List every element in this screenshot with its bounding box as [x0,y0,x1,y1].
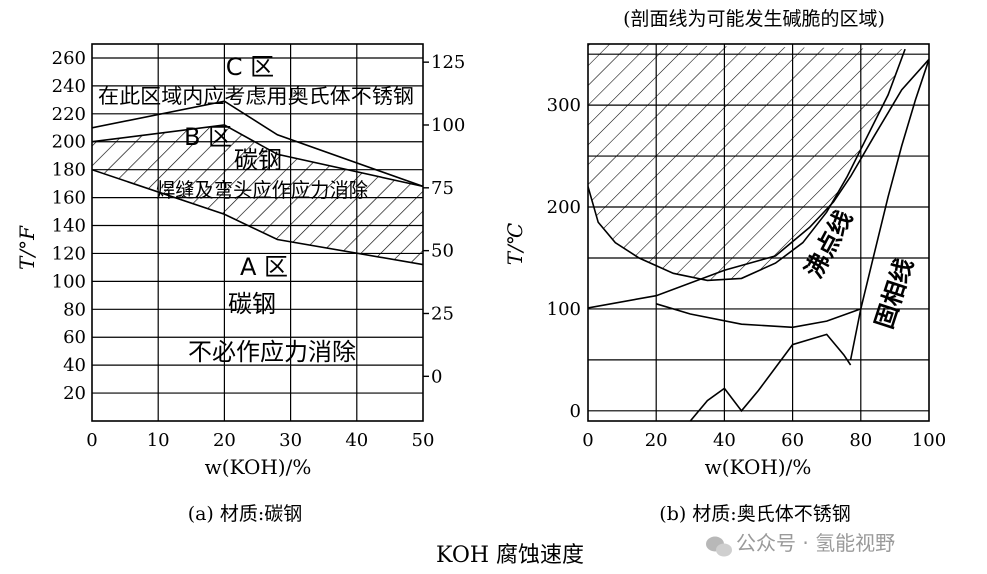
watermark: 公众号 · 氢能视野 [706,531,895,557]
region-b-name: B 区 [184,123,232,151]
panel-a-ytick-label: 140 [52,216,86,237]
panel-a-xtick-label: 30 [279,430,302,451]
region-a-text: 碳钢 [228,290,276,318]
figure-main-caption: KOH 腐蚀速度 [436,543,584,568]
region-a-name: A 区 [240,253,288,281]
panel-a-xtick-label: 40 [345,430,368,451]
panel-b-hatched-edge [588,48,906,282]
panel-a-right-tick-label: 100 [431,115,465,136]
panel-a-ticks: 0 10 20 30 40 50 20 40 60 80 100 120 140 160 180 200 220… [52,48,466,451]
panel-b-hatched-region [588,44,906,281]
panel-a-frame [91,43,424,422]
panel-a-boundary-lower [92,168,423,266]
panel-a-xtick-label: 10 [147,430,170,451]
panel-a-ytick-label: 100 [52,271,86,292]
region-b-text: 碳钢 [234,146,282,174]
panel-a-ytick-label: 180 [52,160,86,181]
panel-b-ytick-label: 300 [547,95,581,116]
panel-a-xlabel: w(KOH)/% [205,455,312,479]
panel-b-ice-curve [689,333,852,421]
panel-b-frame [587,43,930,422]
panel-a-ytick-label: 60 [63,327,86,348]
panel-b-xtick-label: 20 [645,430,668,451]
panel-a-xtick-label: 50 [412,430,435,451]
panel-b-xtick-label: 60 [781,430,804,451]
panel-a-right-tick-label: 0 [431,366,442,387]
wechat-icon [706,536,732,557]
region-c-text: 在此区域内应考虑用奥氏体不锈钢 [98,84,414,108]
panel-b-ytick-label: 0 [570,401,581,422]
panel-a-xtick-label: 0 [86,430,97,451]
panel-a: 0 10 20 30 40 50 20 40 60 80 100 120 140 160 180 200 220… [15,43,466,525]
region-b-note: 焊缝及弯头应作应力消除 [156,178,368,202]
panel-b-boiling-point-curve [588,58,929,309]
panel-a-hatched-region [92,125,423,265]
panel-a-caption: (a) 材质:碳钢 [188,503,303,525]
panel-b-xtick-label: 40 [713,430,736,451]
panel-b-lower-curve [655,303,862,329]
panel-b: (剖面线为可能发生碱脆的区域) 0 20 40 60 80 100 0 100 200 300 T… [503,8,946,525]
panel-a-ytick-label: 80 [63,299,86,320]
panel-a-ytick-label: 240 [52,76,86,97]
region-c-name: C 区 [226,53,274,81]
solid-phase-label: 固相线 [870,255,919,332]
panel-b-title: (剖面线为可能发生碱脆的区域) [623,8,885,30]
panel-b-xtick-label: 100 [912,430,946,451]
panel-b-xtick-label: 80 [849,430,872,451]
panel-a-ytick-label: 160 [52,188,86,209]
region-a-note: 不必作应力消除 [188,338,356,366]
panel-a-right-tick-label: 50 [431,241,454,262]
panel-a-ytick-label: 120 [52,243,86,264]
panel-b-ytick-label: 200 [547,197,581,218]
panel-b-caption: (b) 材质:奥氏体不锈钢 [659,503,850,525]
panel-a-ytick-label: 40 [63,355,86,376]
panel-a-right-tick-label: 75 [431,178,454,199]
panel-a-ylabel: T/°F [15,225,39,270]
panel-a-ytick-label: 20 [63,383,86,404]
panel-b-xtick-label: 0 [582,430,593,451]
panel-a-ytick-label: 260 [52,48,86,69]
panel-a-hatch-top-edge [92,124,423,188]
panel-b-ticks: 0 20 40 60 80 100 0 100 200 300 [547,95,947,451]
panel-a-right-tick-label: 125 [431,52,465,73]
panel-a-ytick-label: 220 [52,104,86,125]
panel-a-ytick-label: 200 [52,132,86,153]
panel-b-ytick-label: 100 [547,299,581,320]
panel-a-boundary-upper [92,100,423,188]
panel-b-xlabel: w(KOH)/% [705,455,812,479]
panel-a-xtick-label: 20 [213,430,236,451]
panel-b-ylabel: T/℃ [503,223,527,265]
panel-a-right-tick-label: 25 [431,303,454,324]
watermark-text: 公众号 · 氢能视野 [736,531,895,555]
